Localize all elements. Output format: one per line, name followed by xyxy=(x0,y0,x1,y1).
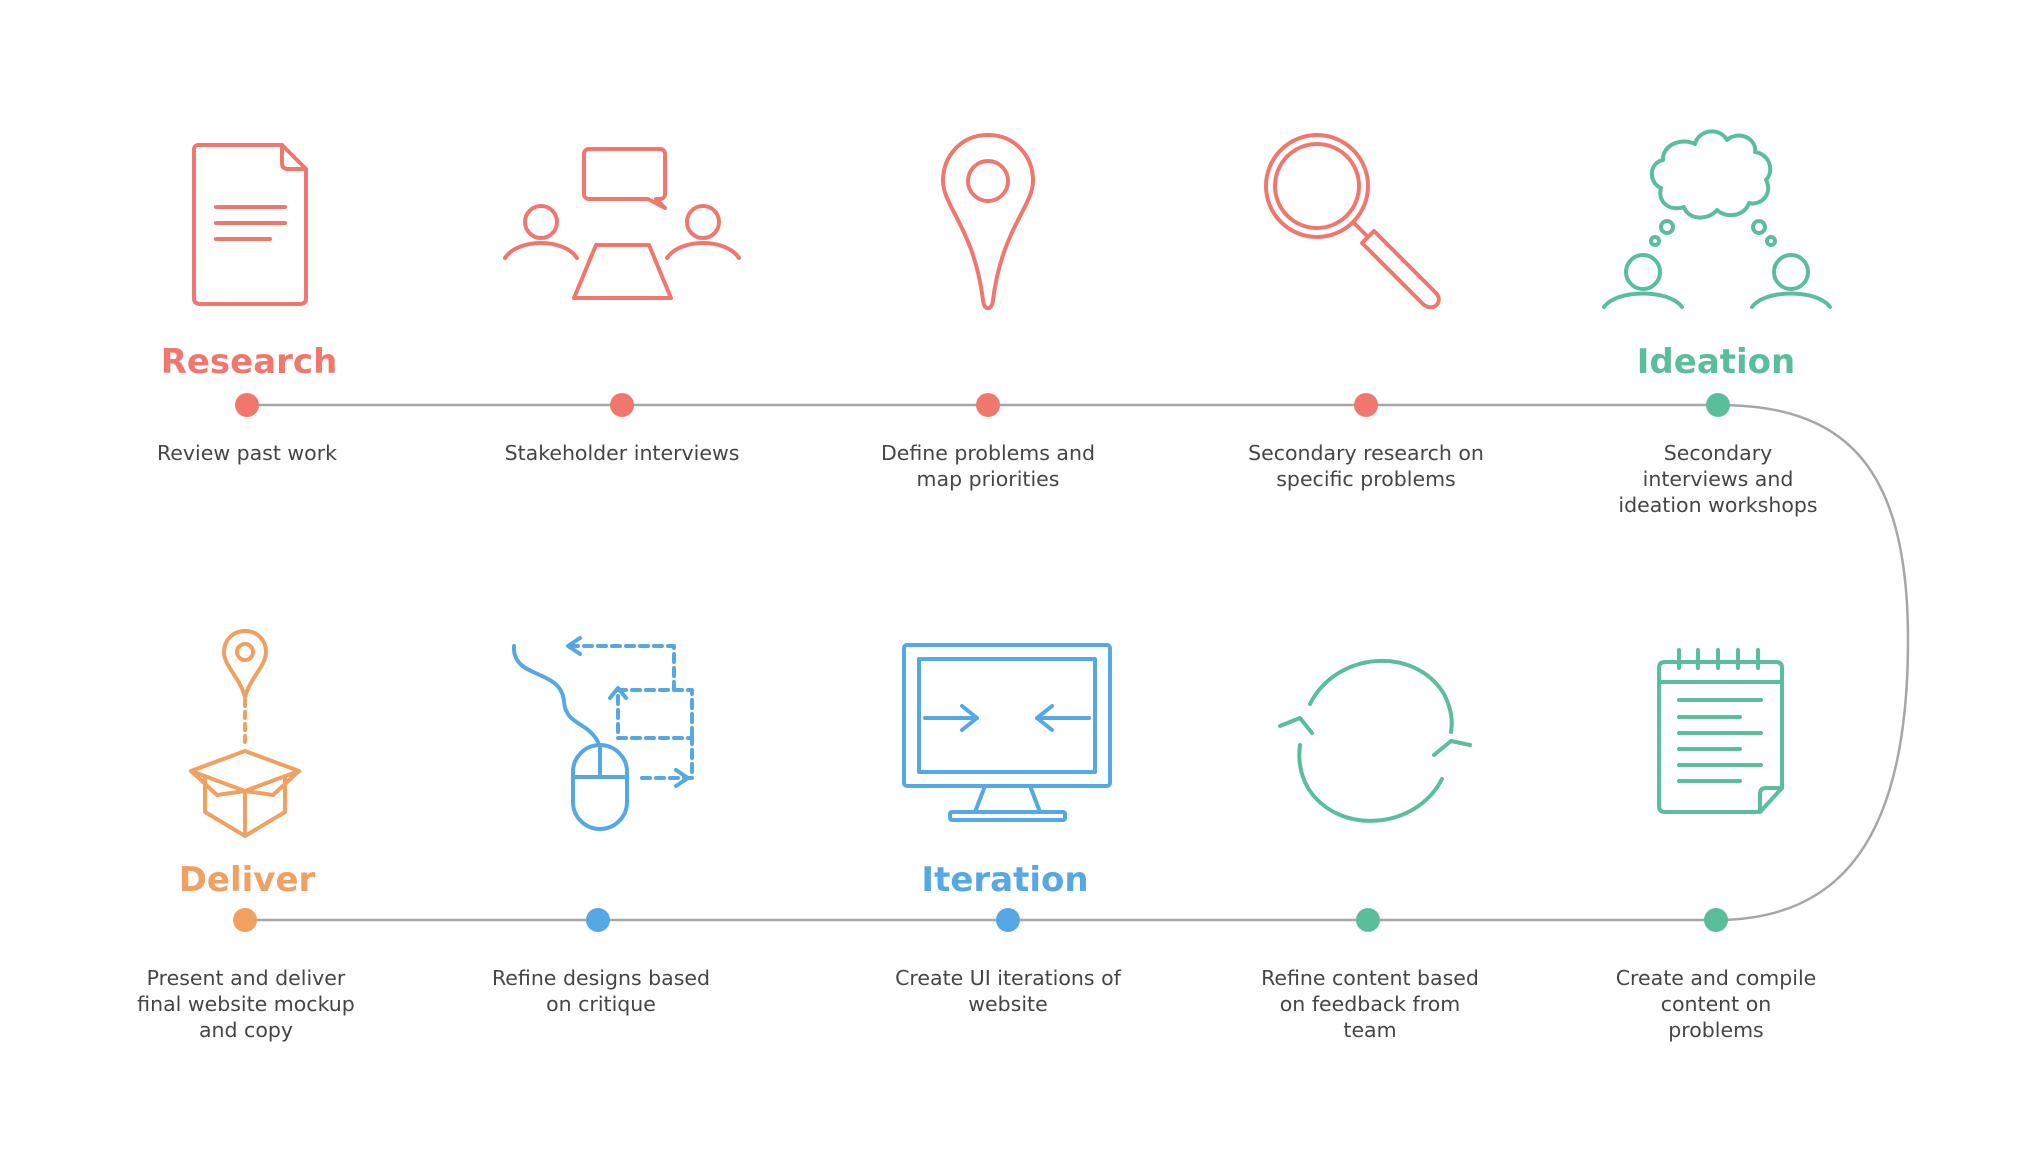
step-label-2: Stakeholder interviews xyxy=(504,441,740,465)
step-label-3: Define problems and map priorities xyxy=(880,441,1096,491)
refresh-icon xyxy=(1278,658,1472,823)
document-icon xyxy=(192,143,308,306)
timeline-dots xyxy=(233,393,1730,932)
phase-title-iteration: Iteration xyxy=(921,860,1089,900)
step-label-10: Present and deliver final website mockup… xyxy=(137,966,355,1042)
step-label-7: Refine content based on feedback from te… xyxy=(1261,966,1479,1042)
magnifier-icon xyxy=(1264,133,1441,310)
phase-title-research: Research xyxy=(160,342,338,382)
notepad-icon xyxy=(1657,648,1784,814)
step-dot-2 xyxy=(610,393,634,417)
box-pin-icon xyxy=(189,629,301,838)
step-label-6: Create and compile content on problems xyxy=(1615,966,1817,1042)
step-label-5: Secondary interviews and ideation worksh… xyxy=(1618,441,1818,517)
step-dot-7 xyxy=(1356,908,1380,932)
timeline-curve xyxy=(1715,403,1910,922)
step-dot-8 xyxy=(996,908,1020,932)
monitor-icon xyxy=(902,643,1112,822)
step-dot-10 xyxy=(233,908,257,932)
meeting-icon xyxy=(503,147,741,300)
step-dot-9 xyxy=(586,908,610,932)
step-dot-3 xyxy=(976,393,1000,417)
step-label-1: Review past work xyxy=(156,441,338,465)
step-dot-6 xyxy=(1704,908,1728,932)
step-label-9: Refine designs based on critique xyxy=(491,966,711,1016)
phase-title-deliver: Deliver xyxy=(178,860,316,900)
thought-cloud-icon xyxy=(1602,129,1832,309)
step-dot-1 xyxy=(235,393,259,417)
map-pin-icon xyxy=(941,133,1035,311)
step-label-8: Create UI iterations of website xyxy=(895,966,1121,1016)
step-label-4: Secondary research on specific problems xyxy=(1248,441,1484,491)
phase-title-ideation: Ideation xyxy=(1636,342,1796,382)
step-dot-4 xyxy=(1354,393,1378,417)
mouse-flow-icon xyxy=(511,636,694,831)
step-dot-5 xyxy=(1706,393,1730,417)
